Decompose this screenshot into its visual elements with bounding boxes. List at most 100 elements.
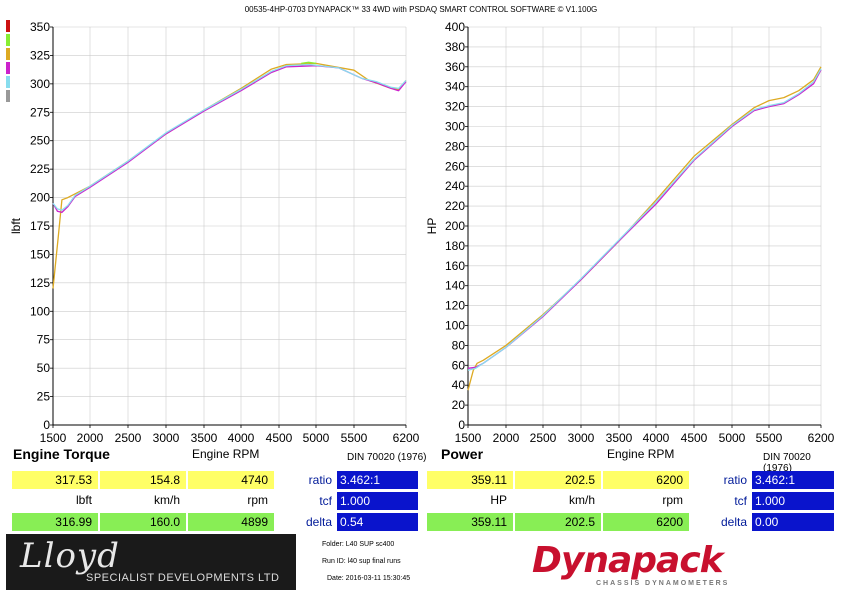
y-tick-label: 100: [445, 319, 465, 333]
x-tick-label: 6200: [808, 431, 835, 445]
x-tick-label: 3500: [191, 431, 218, 445]
power-peak-value: 359.11: [427, 471, 513, 489]
x-tick-label: 2000: [493, 431, 520, 445]
x-tick-label: 4500: [681, 431, 708, 445]
y-axis-label: HP: [425, 218, 439, 235]
run-swatch-1[interactable]: [6, 20, 10, 32]
series-line-3: [467, 68, 822, 371]
y-tick-label: 140: [445, 279, 465, 293]
run-swatch-3[interactable]: [6, 48, 10, 60]
torque-rpm-value: 4740: [188, 471, 274, 489]
x-tick-label: 2500: [530, 431, 557, 445]
left-ratio-value: 3.462:1: [337, 471, 418, 489]
y-tick-label: 280: [445, 139, 465, 153]
y-tick-label: 350: [30, 20, 50, 34]
series-line-2: [52, 65, 407, 214]
right-tcf-value: 1.000: [752, 492, 834, 510]
software-header: 00535-4HP-0703 DYNAPACK™ 33 4WD with PSD…: [244, 5, 598, 14]
x-tick-label: 4500: [266, 431, 293, 445]
y-tick-label: 360: [445, 60, 465, 74]
y-tick-label: 50: [37, 361, 51, 375]
date-info: Date: 2016-03-11 15:30:45: [327, 575, 411, 582]
y-tick-label: 400: [445, 20, 465, 34]
run-swatch-4[interactable]: [6, 62, 10, 74]
right-delta-label: delta: [720, 515, 747, 529]
power-rpm-value: 6200: [603, 471, 689, 489]
y-tick-label: 20: [452, 398, 466, 412]
run-swatch-5[interactable]: [6, 76, 10, 88]
y-tick-label: 80: [452, 338, 466, 352]
y-tick-label: 225: [30, 162, 50, 176]
torque-chart: 0255075100125150175200225250275300325350…: [9, 20, 835, 445]
y-tick-label: 150: [30, 247, 50, 261]
torque-compare-value: 316.99: [12, 513, 98, 531]
left-delta-value: 0.54: [337, 513, 418, 531]
y-tick-label: 220: [445, 199, 465, 213]
power-speed-unit-label: km/h: [568, 493, 595, 507]
y-tick-label: 320: [445, 100, 465, 114]
x-tick-label: 4000: [643, 431, 670, 445]
torque-speed-value: 154.8: [100, 471, 186, 489]
power-din-standard: DIN 70020 (1976): [763, 452, 811, 474]
x-tick-label: 5500: [341, 431, 368, 445]
y-tick-label: 250: [30, 134, 50, 148]
y-tick-label: 275: [30, 105, 50, 119]
y-tick-label: 300: [30, 77, 50, 91]
series-line-3: [52, 63, 407, 211]
speed-unit-label: km/h: [153, 493, 180, 507]
y-tick-label: 240: [445, 179, 465, 193]
y-tick-label: 200: [445, 219, 465, 233]
y-tick-label: 120: [445, 299, 465, 313]
y-tick-label: 340: [445, 80, 465, 94]
y-tick-label: 200: [30, 191, 50, 205]
y-tick-label: 0: [43, 418, 50, 432]
y-tick-label: 380: [445, 40, 465, 54]
right-delta-value: 0.00: [752, 513, 834, 531]
x-tick-label: 5000: [303, 431, 330, 445]
x-tick-label: 2500: [115, 431, 142, 445]
series-line-2: [467, 69, 822, 369]
x-tick-label: 1500: [455, 431, 482, 445]
y-tick-label: 60: [452, 358, 466, 372]
lloyd-logo: Lloyd SPECIALIST DEVELOPMENTS LTD: [6, 534, 296, 590]
right-ratio-value: 3.462:1: [752, 471, 834, 489]
run-swatch-6[interactable]: [6, 90, 10, 102]
y-tick-label: 160: [445, 259, 465, 273]
y-tick-label: 40: [452, 378, 466, 392]
torque-peak-value: 317.53: [12, 471, 98, 489]
x-tick-label: 6200: [393, 431, 420, 445]
x-tick-label: 4000: [228, 431, 255, 445]
folder-info: Folder: L40 SUP sc400: [322, 541, 395, 548]
y-tick-label: 100: [30, 304, 50, 318]
x-tick-label: 3500: [606, 431, 633, 445]
x-tick-label: 1500: [40, 431, 67, 445]
y-tick-label: 175: [30, 219, 50, 233]
x-tick-label: 5000: [719, 431, 746, 445]
x-tick-label: 5500: [756, 431, 783, 445]
power-x-axis-label: Engine RPM: [607, 447, 675, 461]
rpm-unit-label: rpm: [247, 493, 268, 507]
dynapack-logo-subtitle: CHASSIS DYNAMOMETERS: [596, 580, 730, 587]
dynapack-logo: Dynapack: [532, 540, 724, 581]
torque-compare-rpm: 4899: [188, 513, 274, 531]
torque-x-axis-label: Engine RPM: [192, 447, 260, 461]
power-compare-speed: 202.5: [515, 513, 601, 531]
power-unit-label: HP: [490, 493, 507, 507]
run-swatch-2[interactable]: [6, 34, 10, 46]
torque-compare-speed: 160.0: [100, 513, 186, 531]
run-id-info: Run ID: l40 sup final runs: [322, 558, 401, 565]
left-delta-label: delta: [305, 515, 332, 529]
torque-unit-label: lbft: [75, 493, 92, 507]
y-tick-label: 25: [37, 390, 51, 404]
y-tick-label: 260: [445, 159, 465, 173]
x-tick-label: 2000: [77, 431, 104, 445]
y-tick-label: 75: [37, 333, 51, 347]
series-line-1: [467, 66, 822, 391]
torque-din-standard: DIN 70020 (1976): [347, 452, 427, 463]
power-compare-rpm: 6200: [603, 513, 689, 531]
y-tick-label: 325: [30, 48, 50, 62]
left-tcf-value: 1.000: [337, 492, 418, 510]
y-tick-label: 0: [458, 418, 465, 432]
torque-plot: 0 25 50 75 100 125 150 175 200 225 250 275 300 325 350…: [9, 20, 420, 445]
run-color-legend: [6, 20, 10, 104]
